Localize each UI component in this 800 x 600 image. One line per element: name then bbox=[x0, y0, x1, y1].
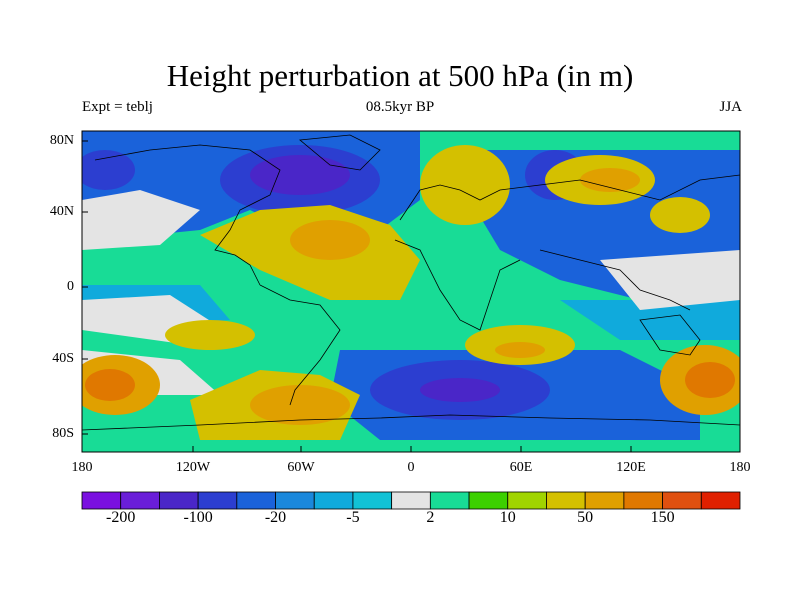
lat-tick-label: 80S bbox=[52, 426, 74, 441]
colorbar-swatch bbox=[507, 491, 547, 510]
colorbar-swatch bbox=[662, 491, 702, 510]
colorbar-label: -20 bbox=[264, 509, 287, 526]
season-label: JJA bbox=[719, 99, 742, 115]
lat-tick-label: 0 bbox=[67, 279, 74, 294]
lon-tick-label: 0 bbox=[407, 460, 415, 475]
colorbar-label: -200 bbox=[106, 509, 136, 526]
plot-title: Height perturbation at 500 hPa (in m) bbox=[166, 58, 634, 93]
lat-tick-label: 40N bbox=[49, 204, 74, 219]
colorbar-swatch bbox=[159, 491, 199, 510]
colorbar-swatch bbox=[429, 491, 470, 510]
lat-tick-label: 80N bbox=[49, 133, 74, 148]
lon-tick-label: 60W bbox=[287, 460, 315, 475]
colorbar-label: 150 bbox=[650, 509, 675, 526]
colorbar-swatch bbox=[623, 491, 663, 510]
coastlines bbox=[82, 134, 740, 431]
colorbar-label: 2 bbox=[426, 509, 435, 526]
map-ticks bbox=[81, 140, 741, 452]
lon-tick-label: 180 bbox=[729, 460, 751, 475]
colorbar-swatch bbox=[352, 491, 393, 510]
contour-field bbox=[82, 131, 740, 452]
experiment-label: Expt = teblj bbox=[82, 99, 153, 115]
colorbar-label: 10 bbox=[499, 509, 516, 526]
colorbar-label: 50 bbox=[577, 509, 594, 526]
colorbar-swatch bbox=[468, 491, 509, 510]
period-label: 08.5kyr BP bbox=[365, 99, 435, 115]
colorbar-label: -5 bbox=[346, 509, 360, 526]
colorbar-label: -100 bbox=[183, 509, 213, 526]
lon-tick-label: 180 bbox=[71, 460, 93, 475]
lon-tick-label: 120W bbox=[175, 460, 211, 475]
colorbar-swatch bbox=[120, 491, 160, 510]
colorbar-swatch bbox=[81, 491, 122, 510]
colorbar-swatch bbox=[236, 491, 276, 510]
lat-tick-label: 40S bbox=[52, 351, 74, 366]
lon-tick-label: 60E bbox=[509, 460, 533, 475]
colorbar-swatch bbox=[313, 491, 354, 510]
colorbar-swatch bbox=[546, 491, 586, 510]
colorbar-swatch bbox=[197, 491, 238, 510]
colorbar-swatch bbox=[584, 491, 625, 510]
colorbar-swatch bbox=[391, 491, 431, 510]
colorbar-swatch bbox=[700, 491, 741, 510]
colorbar-swatch bbox=[275, 491, 315, 510]
lon-tick-label: 120E bbox=[616, 460, 646, 475]
